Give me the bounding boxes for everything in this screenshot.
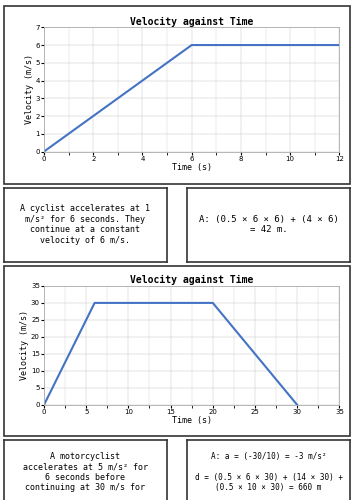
Text: A: (0.5 × 6 × 6) + (4 × 6)
= 42 m.: A: (0.5 × 6 × 6) + (4 × 6) = 42 m. [199, 215, 338, 234]
Y-axis label: Velocity (m/s): Velocity (m/s) [25, 54, 34, 124]
X-axis label: Time (s): Time (s) [172, 416, 212, 426]
Title: Velocity against Time: Velocity against Time [130, 16, 253, 26]
Text: A cyclist accelerates at 1
m/s² for 6 seconds. They
continue at a constant
veloc: A cyclist accelerates at 1 m/s² for 6 se… [21, 204, 150, 244]
Y-axis label: Velocity (m/s): Velocity (m/s) [21, 310, 29, 380]
Text: A: a = (-30/10) = -3 m/s²

d = (0.5 × 6 × 30) + (14 × 30) +
(0.5 × 10 × 30) = 66: A: a = (-30/10) = -3 m/s² d = (0.5 × 6 ×… [195, 452, 343, 492]
Title: Velocity against Time: Velocity against Time [130, 275, 253, 285]
Text: A motorcyclist
accelerates at 5 m/s² for
6 seconds before
continuing at 30 m/s f: A motorcyclist accelerates at 5 m/s² for… [23, 452, 148, 492]
X-axis label: Time (s): Time (s) [172, 163, 212, 172]
